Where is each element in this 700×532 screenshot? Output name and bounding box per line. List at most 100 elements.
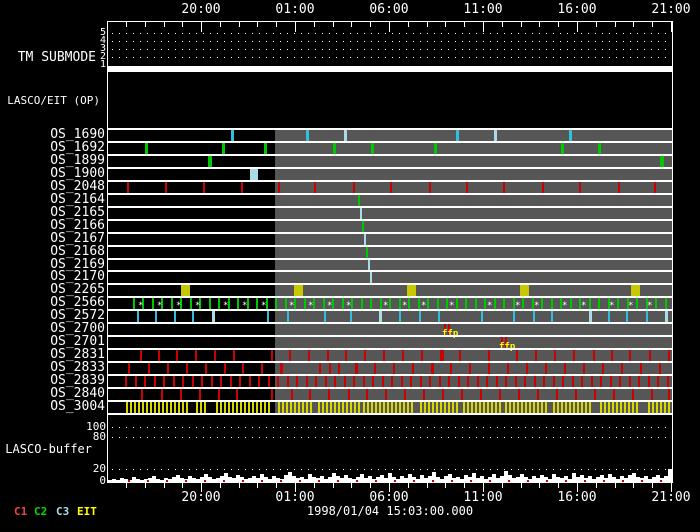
star-mark: * <box>534 301 540 311</box>
event-mark <box>135 376 137 387</box>
star-mark: * <box>647 301 653 311</box>
event-mark <box>236 402 238 413</box>
row-label-OS_2839: OS_2839 <box>50 373 105 388</box>
buffer-usage-bar <box>248 478 252 482</box>
event-mark <box>237 298 239 309</box>
buffer-usage-bar <box>180 478 184 482</box>
event-mark <box>294 298 296 309</box>
buffer-event-dot <box>565 480 567 482</box>
event-mark <box>444 402 446 413</box>
event-mark <box>551 311 553 322</box>
buffer-usage-bar <box>284 475 288 482</box>
axis-minor-tick <box>351 483 352 488</box>
buffer-usage-bar <box>496 478 500 482</box>
event-mark <box>371 143 374 154</box>
axis-minor-tick <box>408 483 409 488</box>
event-mark <box>222 143 225 154</box>
event-mark <box>158 402 160 413</box>
event-mark <box>329 363 331 374</box>
buffer-grid-dotline <box>112 469 668 470</box>
event-mark <box>467 376 469 387</box>
event-mark <box>383 350 385 361</box>
event-mark <box>628 402 630 413</box>
event-mark <box>278 182 280 193</box>
event-mark <box>360 208 362 219</box>
event-mark <box>600 402 602 413</box>
buffer-event-dot <box>413 480 415 482</box>
event-mark <box>491 402 493 413</box>
event-mark <box>602 363 604 374</box>
buffer-usage-bar <box>124 479 128 482</box>
event-mark <box>520 285 529 296</box>
row-separator <box>108 193 672 195</box>
event-mark <box>429 376 431 387</box>
event-mark <box>239 376 241 387</box>
time-axis-label-bottom: 06:00 <box>369 490 409 505</box>
event-mark <box>569 402 571 413</box>
event-mark <box>654 182 656 193</box>
event-mark <box>516 350 518 361</box>
buffer-usage-bar <box>636 477 640 482</box>
event-mark <box>466 182 468 193</box>
buffer-usage-bar <box>632 473 636 482</box>
buffer-event-dot <box>375 480 377 482</box>
current-time-readout: 1998/01/04 15:03:00.000 <box>306 504 474 518</box>
buffer-usage-bar <box>224 473 228 482</box>
buffer-usage-bar <box>384 478 388 482</box>
event-mark <box>611 350 613 361</box>
event-mark <box>383 402 385 413</box>
buffer-usage-bar <box>168 479 172 482</box>
tm-scale-label: 3 <box>99 43 106 54</box>
event-mark <box>665 311 668 322</box>
event-mark <box>346 402 348 413</box>
buffer-usage-bar <box>488 477 492 482</box>
buffer-usage-bar <box>204 474 208 482</box>
event-mark <box>203 182 205 193</box>
axis-major-tick <box>295 483 296 492</box>
axis-minor-tick <box>333 22 334 27</box>
event-mark <box>345 350 347 361</box>
event-mark <box>418 298 420 309</box>
row-label-OS_2700: OS_2700 <box>50 321 105 336</box>
event-mark <box>618 182 620 193</box>
axis-minor-tick <box>615 483 616 488</box>
buffer-usage-bar <box>340 478 344 482</box>
event-mark <box>374 363 376 374</box>
buffer-usage-bar <box>172 477 176 482</box>
axis-minor-tick <box>539 22 540 27</box>
event-mark <box>410 376 412 387</box>
buffer-usage-bar <box>308 474 312 482</box>
row-label-OS_2168: OS_2168 <box>50 244 105 259</box>
axis-minor-tick <box>558 22 559 27</box>
buffer-event-dot <box>185 480 187 482</box>
event-mark <box>275 298 277 309</box>
event-mark <box>533 402 535 413</box>
event-mark <box>480 389 482 400</box>
star-mark: * <box>628 301 634 311</box>
row-label-OS_1900: OS_1900 <box>50 166 105 181</box>
buffer-usage-bar <box>200 477 204 482</box>
event-mark <box>505 402 507 413</box>
event-mark <box>294 402 296 413</box>
event-mark <box>404 389 406 400</box>
buffer-usage-bar <box>148 478 152 482</box>
event-mark <box>494 130 497 141</box>
event-mark <box>399 311 401 322</box>
axis-minor-tick <box>182 22 183 27</box>
event-mark <box>629 376 631 387</box>
event-mark <box>579 298 581 309</box>
event-mark <box>496 376 498 387</box>
event-mark <box>201 376 203 387</box>
row-separator <box>108 361 672 363</box>
buffer-usage-bar <box>108 480 112 482</box>
event-mark <box>158 350 160 361</box>
event-mark <box>534 376 536 387</box>
axis-minor-tick <box>445 483 446 488</box>
buffer-usage-bar <box>664 476 668 482</box>
buffer-usage-bar <box>540 475 544 482</box>
event-mark <box>363 402 365 413</box>
event-mark <box>556 389 558 400</box>
event-mark <box>218 389 220 400</box>
buffer-grid-dotline <box>112 427 668 428</box>
buffer-scale-label: 100 <box>86 420 106 433</box>
